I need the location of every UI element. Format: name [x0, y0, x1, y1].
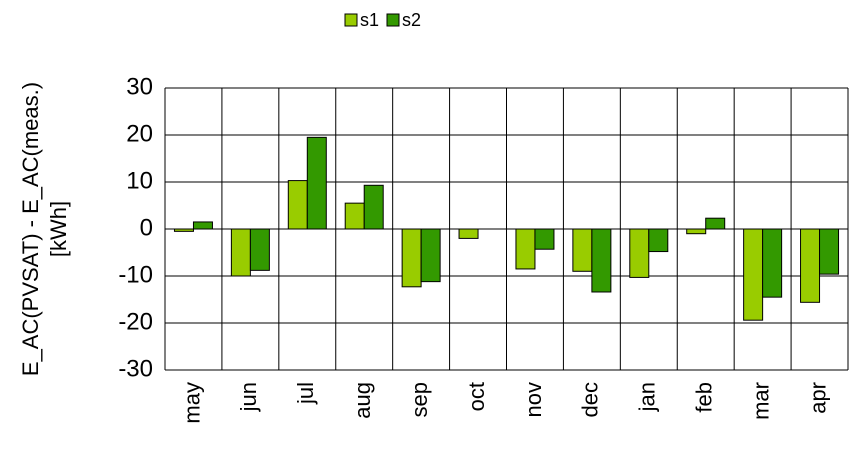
y-tick-label: 30 [126, 73, 153, 100]
y-axis-title-line: [kWh] [46, 201, 71, 257]
x-tick-label: aug [350, 382, 375, 419]
x-tick: aug [350, 382, 375, 419]
x-tick-label: feb [692, 382, 717, 413]
bar [762, 228, 783, 298]
x-tick-label: jul [293, 382, 318, 405]
bar [249, 228, 270, 271]
y-tick-label: 10 [126, 167, 153, 194]
bar [743, 228, 764, 321]
bar [648, 228, 669, 253]
x-tick: feb [692, 382, 717, 413]
y-tick-label: -10 [118, 261, 153, 288]
bar [629, 228, 650, 278]
bar [230, 228, 251, 277]
y-tick-label: -30 [118, 355, 153, 382]
y-tick-label: 20 [126, 120, 153, 147]
bar [420, 228, 441, 283]
x-tick-label: jan [635, 382, 660, 412]
x-tick-label: may [179, 382, 204, 424]
y-tick-label: -20 [118, 308, 153, 335]
x-tick-label: jun [236, 382, 261, 412]
x-tick: mar [748, 382, 773, 420]
bar [515, 228, 536, 270]
y-tick-label: 0 [140, 214, 153, 241]
x-tick-label: sep [407, 382, 432, 417]
legend-label: s2 [402, 10, 421, 30]
x-tick: may [179, 382, 204, 424]
x-tick-label: apr [805, 382, 830, 414]
x-tick: jan [635, 382, 660, 412]
bar [819, 228, 840, 275]
legend-swatch [344, 13, 358, 27]
bar [572, 228, 593, 272]
x-tick: jun [236, 382, 261, 412]
bar [800, 228, 821, 303]
bar [705, 217, 726, 230]
bar [173, 228, 194, 232]
y-axis-title: E_AC(PVSAT) - E_AC(meas.) [kWh] [18, 82, 71, 376]
x-tick-label: dec [578, 382, 603, 417]
bar [686, 228, 707, 235]
legend-label: s1 [360, 10, 379, 30]
x-tick: nov [521, 382, 546, 417]
bar [287, 180, 308, 230]
bar [534, 228, 555, 250]
x-tick: sep [407, 382, 432, 417]
bar [458, 228, 479, 239]
x-tick: apr [805, 382, 830, 414]
bar [401, 228, 422, 288]
x-tick-label: nov [521, 382, 546, 417]
bar [591, 228, 612, 293]
x-tick: oct [464, 382, 489, 411]
y-axis-title-line: E_AC(PVSAT) - E_AC(meas.) [18, 82, 43, 376]
bar [192, 221, 213, 230]
x-tick: dec [578, 382, 603, 417]
x-tick: jul [293, 382, 318, 405]
legend-swatch [386, 13, 400, 27]
x-tick-label: mar [748, 382, 773, 420]
x-tick-label: oct [464, 382, 489, 411]
bar [344, 202, 365, 230]
bar [363, 184, 384, 230]
bar [306, 136, 327, 230]
